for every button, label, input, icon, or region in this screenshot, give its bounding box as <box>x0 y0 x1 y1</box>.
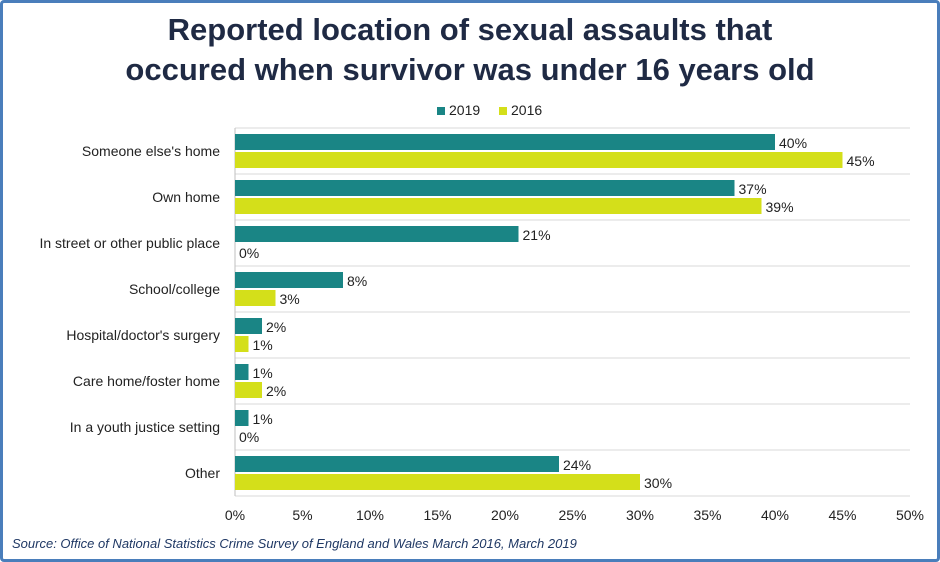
x-tick-label: 35% <box>693 507 721 523</box>
bar-2019 <box>235 318 262 334</box>
bar-2016 <box>235 382 262 398</box>
x-tick-label: 45% <box>828 507 856 523</box>
data-label-2019: 1% <box>253 411 273 427</box>
x-tick-label: 20% <box>491 507 519 523</box>
x-tick-label: 0% <box>225 507 245 523</box>
data-label-2016: 39% <box>766 199 794 215</box>
x-tick-label: 5% <box>292 507 312 523</box>
x-tick-label: 25% <box>558 507 586 523</box>
bar-2016 <box>235 290 276 306</box>
bar-2019 <box>235 364 249 380</box>
chart-title: Reported location of sexual assaults tha… <box>0 10 940 90</box>
bar-2019 <box>235 456 559 472</box>
x-tick-label: 50% <box>896 507 924 523</box>
legend-label-2016: 2016 <box>511 102 542 118</box>
bar-2019 <box>235 410 249 426</box>
bar-2019 <box>235 272 343 288</box>
data-label-2016: 3% <box>280 291 300 307</box>
data-label-2019: 2% <box>266 319 286 335</box>
data-label-2019: 8% <box>347 273 367 289</box>
data-label-2016: 45% <box>847 153 875 169</box>
bar-2016 <box>235 152 843 168</box>
data-label-2016: 0% <box>239 245 259 261</box>
chart-title-line-1: Reported location of sexual assaults tha… <box>167 12 773 47</box>
category-label: Other <box>185 465 220 481</box>
x-tick-label: 15% <box>423 507 451 523</box>
category-label: Someone else's home <box>82 143 220 159</box>
data-label-2019: 40% <box>779 135 807 151</box>
data-label-2016: 2% <box>266 383 286 399</box>
x-tick-label: 30% <box>626 507 654 523</box>
bar-2016 <box>235 198 762 214</box>
bar-2016 <box>235 336 249 352</box>
data-label-2019: 37% <box>739 181 767 197</box>
x-tick-label: 40% <box>761 507 789 523</box>
data-label-2019: 1% <box>253 365 273 381</box>
category-label: In a youth justice setting <box>70 419 220 435</box>
bar-2019 <box>235 134 775 150</box>
data-label-2016: 1% <box>253 337 273 353</box>
legend-swatch-2016 <box>499 107 507 115</box>
bar-2019 <box>235 226 519 242</box>
category-label: Own home <box>152 189 220 205</box>
data-label-2016: 0% <box>239 429 259 445</box>
category-label: Hospital/doctor's surgery <box>66 327 220 343</box>
bar-2019 <box>235 180 735 196</box>
category-label: School/college <box>129 281 220 297</box>
data-label-2019: 24% <box>563 457 591 473</box>
legend-swatch-2019 <box>437 107 445 115</box>
category-label: Care home/foster home <box>73 373 220 389</box>
source-note: Source: Office of National Statistics Cr… <box>12 536 577 551</box>
x-tick-label: 10% <box>356 507 384 523</box>
legend-label-2019: 2019 <box>449 102 480 118</box>
bar-2016 <box>235 474 640 490</box>
chart-title-line-2: occured when survivor was under 16 years… <box>125 52 815 87</box>
data-label-2019: 21% <box>523 227 551 243</box>
data-label-2016: 30% <box>644 475 672 491</box>
category-label: In street or other public place <box>39 235 220 251</box>
